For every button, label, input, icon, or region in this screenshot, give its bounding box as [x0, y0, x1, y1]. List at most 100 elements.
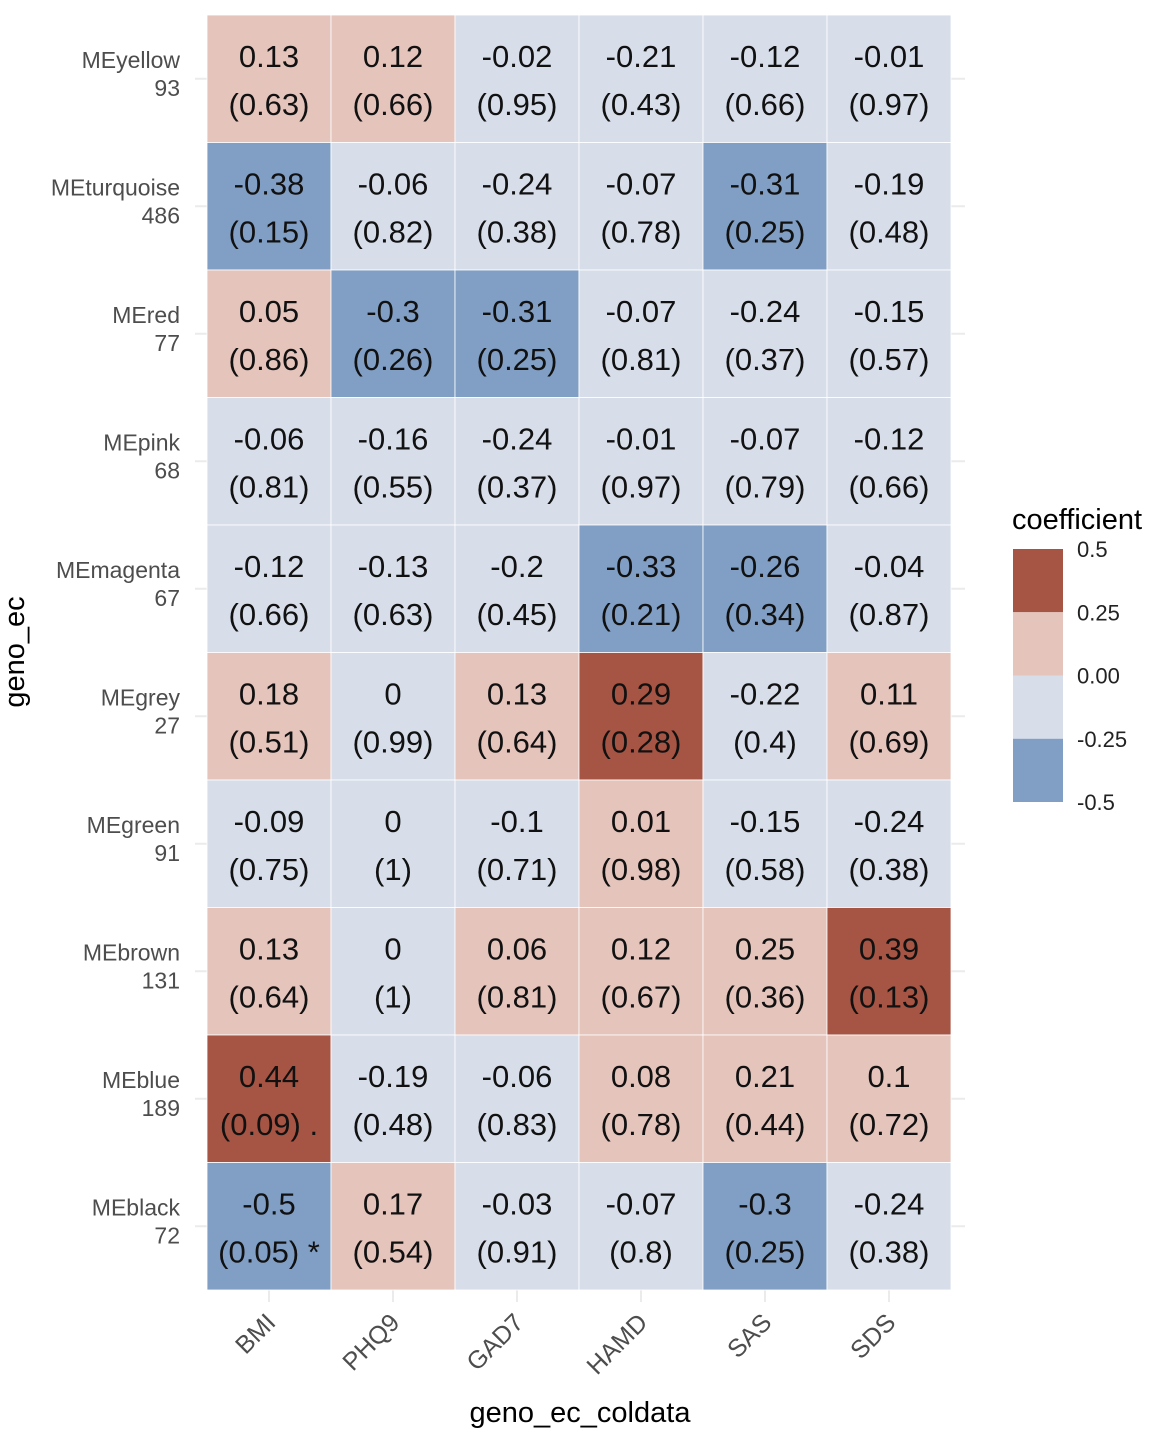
cell-pvalue-label: (0.26) — [353, 342, 434, 377]
heatmap-cell: -0.1 (0.71) — [454, 779, 580, 908]
cell-coefficient-label: -0.04 — [854, 549, 925, 584]
row-label-name: MEblack — [92, 1194, 181, 1220]
cell-coefficient-label: -0.31 — [730, 166, 801, 201]
cell-pvalue-label: (0.48) — [849, 214, 930, 249]
cell-fill — [206, 1034, 332, 1163]
column-label: PHQ9 — [337, 1308, 405, 1376]
cell-coefficient-label: 0.01 — [611, 804, 671, 839]
heatmap-cell: -0.07 (0.78) — [578, 142, 704, 271]
cell-coefficient-label: -0.19 — [358, 1059, 429, 1094]
cell-pvalue-label: (0.37) — [477, 469, 558, 504]
heatmap-cell: -0.15 (0.58) — [702, 779, 828, 908]
cell-pvalue-label: (0.13) — [849, 979, 930, 1014]
cell-coefficient-label: 0.08 — [611, 1059, 671, 1094]
cell-fill — [578, 779, 704, 908]
cell-fill — [826, 779, 952, 908]
cell-fill — [826, 524, 952, 653]
heatmap-cell: -0.3 (0.25) — [702, 1162, 828, 1291]
cell-fill — [578, 1034, 704, 1163]
cell-pvalue-label: (0.38) — [477, 214, 558, 249]
cell-fill — [578, 14, 704, 143]
heatmap-cell: 0.44 (0.09) . — [206, 1034, 332, 1163]
row-label-name: MEpink — [103, 429, 180, 455]
cell-pvalue-label: (0.43) — [601, 87, 682, 122]
cell-coefficient-label: -0.01 — [606, 421, 677, 456]
cell-fill — [206, 1162, 332, 1291]
cell-pvalue-label: (0.66) — [353, 87, 434, 122]
heatmap-cell: 0.21 (0.44) — [702, 1034, 828, 1163]
heatmap-cell: -0.06 (0.83) — [454, 1034, 580, 1163]
heatmap-cell: 0.08 (0.78) — [578, 1034, 704, 1163]
heatmap-cell: 0.12 (0.67) — [578, 907, 704, 1036]
heatmap-cell: -0.03 (0.91) — [454, 1162, 580, 1291]
heatmap-cell: 0.05 (0.86) — [206, 269, 332, 398]
heatmap-cell: -0.38 (0.15) — [206, 142, 332, 271]
cell-coefficient-label: -0.07 — [730, 421, 801, 456]
heatmap-cell: 0.18 (0.51) — [206, 652, 332, 781]
row-label-name: MEmagenta — [56, 557, 180, 583]
cell-fill — [330, 524, 456, 653]
cell-coefficient-label: -0.26 — [730, 549, 801, 584]
cell-coefficient-label: -0.12 — [730, 39, 801, 74]
heatmap-cell: -0.33 (0.21) — [578, 524, 704, 653]
cell-fill — [330, 779, 456, 908]
cell-coefficient-label: -0.16 — [358, 421, 429, 456]
cell-coefficient-label: 0.21 — [735, 1059, 795, 1094]
heatmap-cell: -0.24 (0.38) — [826, 1162, 952, 1291]
cell-fill — [578, 907, 704, 1036]
cell-pvalue-label: (0.99) — [353, 724, 434, 759]
cell-coefficient-label: -0.1 — [490, 804, 543, 839]
cell-fill — [826, 14, 952, 143]
heatmap-cell: -0.12 (0.66) — [702, 14, 828, 143]
heatmap-cell: -0.13 (0.63) — [330, 524, 456, 653]
cell-pvalue-label: (0.63) — [353, 597, 434, 632]
cell-coefficient-label: -0.19 — [854, 166, 925, 201]
cell-pvalue-label: (0.97) — [601, 469, 682, 504]
cell-coefficient-label: -0.07 — [606, 294, 677, 329]
cell-fill — [826, 652, 952, 781]
heatmap-cell: 0(1) — [330, 779, 456, 908]
cell-fill — [702, 1034, 828, 1163]
column-label: SAS — [722, 1308, 777, 1363]
cell-pvalue-label: (0.67) — [601, 979, 682, 1014]
heatmap-cell: -0.31 (0.25) — [454, 269, 580, 398]
cell-pvalue-label: (0.45) — [477, 597, 558, 632]
cell-coefficient-label: -0.33 — [606, 549, 677, 584]
heatmap-cell: 0.12 (0.66) — [330, 14, 456, 143]
cell-coefficient-label: 0.12 — [363, 39, 423, 74]
cell-fill — [330, 907, 456, 1036]
cell-coefficient-label: 0.25 — [735, 931, 795, 966]
cell-coefficient-label: -0.38 — [234, 166, 305, 201]
cell-pvalue-label: (0.66) — [849, 469, 930, 504]
heatmap-cell: -0.07 (0.8) — [578, 1162, 704, 1291]
cell-fill — [330, 397, 456, 526]
row-label-count: 72 — [154, 1222, 180, 1248]
cell-fill — [206, 779, 332, 908]
heatmap-cell: -0.09 (0.75) — [206, 779, 332, 908]
cell-coefficient-label: -0.3 — [738, 1186, 791, 1221]
cell-pvalue-label: (0.8) — [609, 1234, 673, 1269]
cell-coefficient-label: 0.11 — [860, 676, 918, 711]
cell-coefficient-label: 0 — [384, 804, 401, 839]
cell-pvalue-label: (0.63) — [229, 87, 310, 122]
cell-coefficient-label: 0.12 — [611, 931, 671, 966]
heatmap-cell: -0.5 (0.05) * — [206, 1162, 332, 1291]
cell-fill — [826, 1162, 952, 1291]
cell-fill — [702, 269, 828, 398]
cell-fill — [330, 142, 456, 271]
cell-pvalue-label: (0.75) — [229, 852, 310, 887]
legend-labels: 0.5 0.25 0.00 -0.25 -0.5 — [1077, 537, 1127, 815]
cell-coefficient-label: -0.07 — [606, 1186, 677, 1221]
heatmap-cell: -0.3 (0.26) — [330, 269, 456, 398]
column-label: GAD7 — [461, 1308, 529, 1376]
cell-fill — [330, 1034, 456, 1163]
cell-coefficient-label: 0.39 — [859, 931, 919, 966]
heatmap-cell: 0.25 (0.36) — [702, 907, 828, 1036]
legend-label: 0.00 — [1077, 664, 1120, 689]
row-label-count: 27 — [154, 712, 180, 738]
heatmap-cell: 0.1 (0.72) — [826, 1034, 952, 1163]
legend-swatch — [1013, 549, 1063, 613]
cell-coefficient-label: 0.13 — [487, 676, 547, 711]
legend-label: -0.5 — [1077, 790, 1115, 815]
